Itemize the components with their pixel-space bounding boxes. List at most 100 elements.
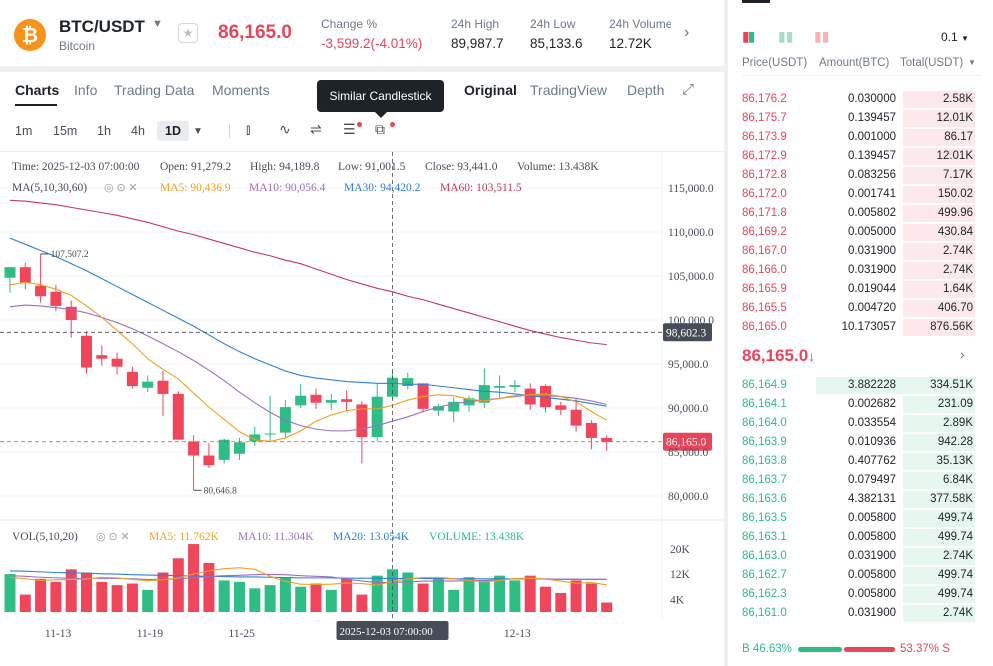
candle-body[interactable] xyxy=(310,394,322,403)
ask-row[interactable]: 86,171.8 0.005802 499.96 xyxy=(728,204,993,223)
ask-row[interactable]: 86,172.0 0.001741 150.02 xyxy=(728,185,993,204)
candle-body[interactable] xyxy=(356,404,368,438)
change-value: -3,599.2(-4.01%) xyxy=(321,36,423,51)
candle-body[interactable] xyxy=(448,401,460,412)
tab-charts[interactable]: Charts xyxy=(15,82,60,98)
candle-body[interactable] xyxy=(325,400,337,403)
candle-body[interactable] xyxy=(142,381,154,388)
drawing-tools-icon[interactable]: ☰ xyxy=(343,121,356,137)
candle-body[interactable] xyxy=(172,393,184,440)
candle-body[interactable] xyxy=(111,358,123,367)
expand-icon[interactable]: ⤢ xyxy=(682,81,695,98)
bid-row[interactable]: 86,161.0 0.031900 2.74K xyxy=(728,604,993,623)
candle-body[interactable] xyxy=(387,377,398,397)
orderbook-mode-asks-icon[interactable]: ▮▮ xyxy=(814,28,830,44)
candle-body[interactable] xyxy=(126,371,138,386)
candle-body[interactable] xyxy=(35,285,47,297)
bid-row[interactable]: 86,164.9 3.882228 334.51K xyxy=(728,376,993,395)
candle-body[interactable] xyxy=(540,386,551,408)
bid-row[interactable]: 86,164.0 0.033554 2.89K xyxy=(728,414,993,433)
candle-body[interactable] xyxy=(601,437,613,442)
timeframe-1d[interactable]: 1D xyxy=(157,121,189,141)
candle-body[interactable] xyxy=(341,399,353,402)
candle-body[interactable] xyxy=(264,433,276,435)
order-amount: 0.010936 xyxy=(848,436,896,448)
candle-body[interactable] xyxy=(96,355,108,359)
bid-row[interactable]: 86,163.0 0.031900 2.74K xyxy=(728,547,993,566)
pair-name[interactable]: BTC/USDT xyxy=(59,17,145,36)
bid-row[interactable]: 86,162.7 0.005800 499.74 xyxy=(728,566,993,585)
ask-row[interactable]: 86,165.9 0.019044 1.64K xyxy=(728,280,993,299)
candle-body[interactable] xyxy=(402,378,414,386)
bid-row[interactable]: 86,162.3 0.005800 499.74 xyxy=(728,585,993,604)
view-original[interactable]: Original xyxy=(464,82,517,98)
candle-body[interactable] xyxy=(524,388,536,405)
ask-row[interactable]: 86,172.9 0.139457 12.01K xyxy=(728,147,993,166)
ask-row[interactable]: 86,169.2 0.005000 430.84 xyxy=(728,223,993,242)
candle-body[interactable] xyxy=(203,455,215,466)
bid-row[interactable]: 86,164.1 0.002682 231.09 xyxy=(728,395,993,414)
candle-body[interactable] xyxy=(50,291,62,306)
ask-row[interactable]: 86,176.2 0.030000 2.58K xyxy=(728,90,993,109)
settings-sliders-icon[interactable]: ⇌ xyxy=(310,121,322,137)
candle-body[interactable] xyxy=(371,396,383,438)
ask-row[interactable]: 86,175.7 0.139457 12.01K xyxy=(728,109,993,128)
orderbook-mode-both-icon[interactable]: ▮▮ xyxy=(742,28,756,44)
bid-row[interactable]: 86,163.7 0.079497 6.84K xyxy=(728,471,993,490)
tab-info[interactable]: Info xyxy=(74,82,98,98)
bid-row[interactable]: 86,163.9 0.010936 942.28 xyxy=(728,433,993,452)
candle-body[interactable] xyxy=(65,306,77,320)
candle-body[interactable] xyxy=(494,386,506,388)
notification-dot xyxy=(390,122,395,127)
ask-row[interactable]: 86,166.0 0.031900 2.74K xyxy=(728,261,993,280)
timeframe-4h[interactable]: 4h xyxy=(131,124,145,138)
candle-body[interactable] xyxy=(4,267,16,278)
timeframe-15m[interactable]: 15m xyxy=(53,124,78,138)
candle-body[interactable] xyxy=(432,406,444,411)
candle-body[interactable] xyxy=(478,385,490,403)
ask-row[interactable]: 86,165.5 0.004720 406.70 xyxy=(728,299,993,318)
tick-size-select[interactable]: 0.1 ▼ xyxy=(941,30,969,44)
orderbook-mode-bids-icon[interactable]: ▮▮ xyxy=(778,28,794,44)
bid-row[interactable]: 86,163.1 0.005800 499.74 xyxy=(728,528,993,547)
candle-body[interactable] xyxy=(570,409,582,426)
chevron-right-icon[interactable]: › xyxy=(684,24,690,41)
candle-body[interactable] xyxy=(157,380,169,394)
bid-row[interactable]: 86,163.8 0.407762 35.13K xyxy=(728,452,993,471)
ask-row[interactable]: 86,165.0 10.173057 876.56K xyxy=(728,318,993,337)
candle-body[interactable] xyxy=(234,442,245,454)
candlestick-chart[interactable]: 115,000.0 110,000.0 105,000.0 100,000.0 95,0… xyxy=(0,0,724,666)
depth-bar xyxy=(903,453,975,470)
ask-row[interactable]: 86,167.0 0.031900 2.74K xyxy=(728,242,993,261)
chevron-right-icon[interactable]: › xyxy=(960,346,965,362)
candle-body[interactable] xyxy=(555,405,567,410)
tab-trading-data[interactable]: Trading Data xyxy=(114,82,195,98)
star-favorite-icon[interactable]: ★ xyxy=(178,23,198,43)
timeframe-1m[interactable]: 1m xyxy=(15,124,33,138)
candle-body[interactable] xyxy=(249,434,261,442)
chevron-down-icon[interactable]: ▼ xyxy=(968,58,976,67)
tab-moments[interactable]: Moments xyxy=(212,82,270,98)
bid-row[interactable]: 86,163.5 0.005800 499.74 xyxy=(728,509,993,528)
view-depth[interactable]: Depth xyxy=(627,82,665,98)
bid-row[interactable]: 86,163.6 4.382131 377.58K xyxy=(728,490,993,509)
chevron-down-icon[interactable]: ▼ xyxy=(152,18,163,30)
candle-body[interactable] xyxy=(585,422,597,438)
timeframe-more-icon[interactable]: ▼ xyxy=(193,126,203,137)
ask-row[interactable]: 86,172.8 0.083256 7.17K xyxy=(728,166,993,185)
candle-body[interactable] xyxy=(19,267,31,284)
candle-body[interactable] xyxy=(295,395,307,406)
order-amount: 0.005802 xyxy=(848,207,896,219)
view-tradingview[interactable]: TradingView xyxy=(530,82,608,98)
candle-body[interactable] xyxy=(509,385,521,387)
candle-body[interactable] xyxy=(218,439,230,460)
col-total[interactable]: Total(USDT) xyxy=(900,57,964,69)
candle-body[interactable] xyxy=(81,335,92,368)
ask-row[interactable]: 86,173.9 0.001000 86.17 xyxy=(728,128,993,147)
candlestick-type-icon[interactable]: ⫾ xyxy=(246,121,251,137)
similar-candlestick-icon[interactable]: ⧉ xyxy=(375,121,385,137)
timeframe-1h[interactable]: 1h xyxy=(97,124,111,138)
indicator-icon[interactable]: ∿ xyxy=(279,121,291,137)
volume-bar xyxy=(249,588,261,612)
candle-body[interactable] xyxy=(188,441,200,456)
